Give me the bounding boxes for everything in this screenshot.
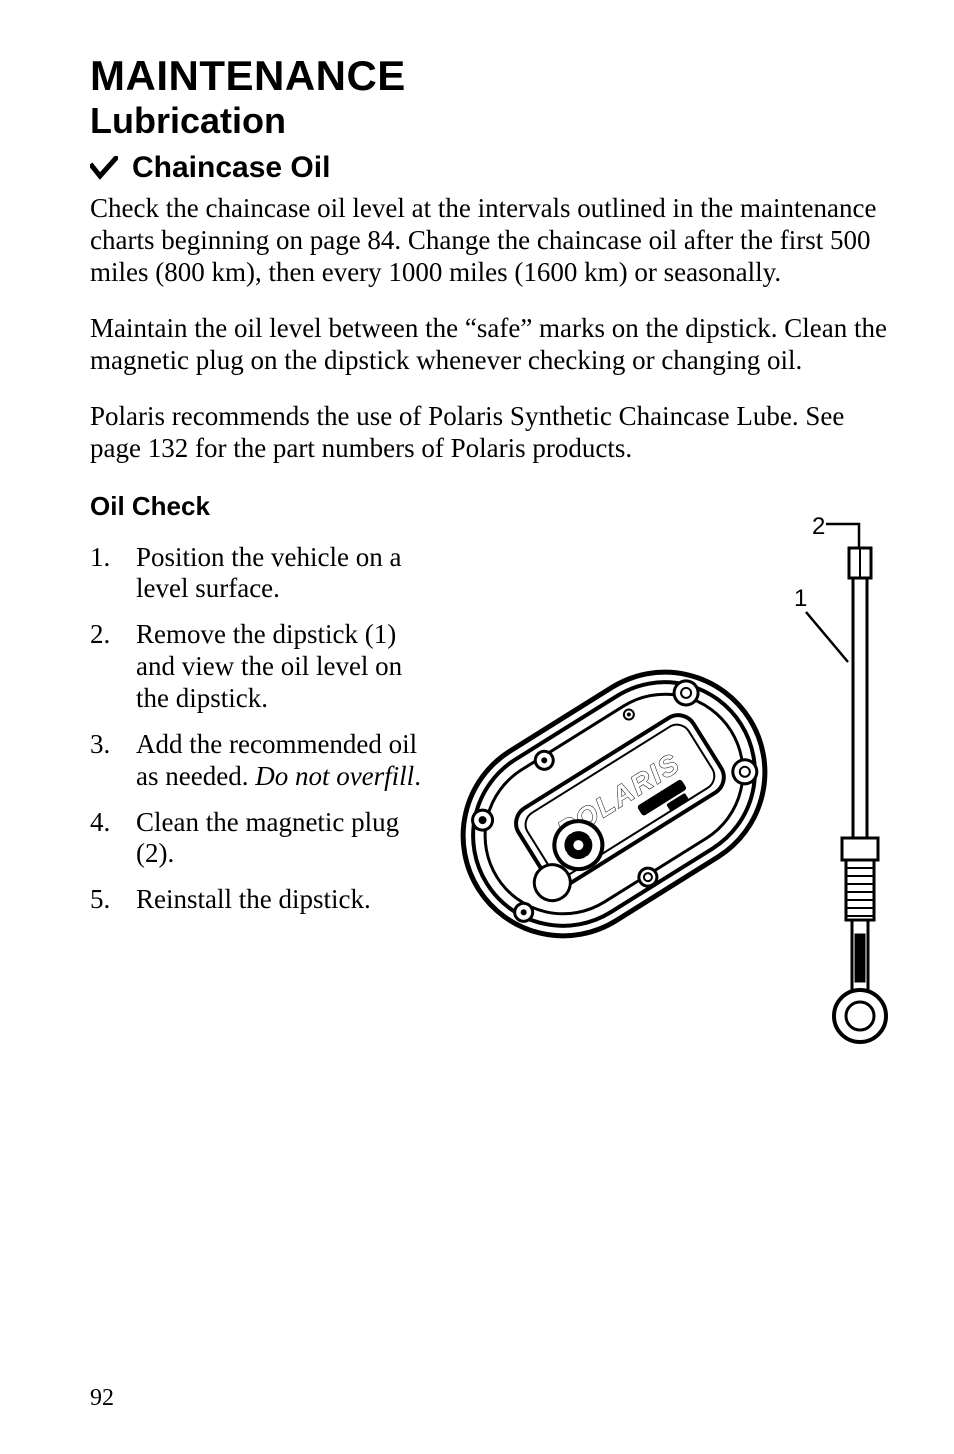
step-1: Position the vehicle on a level surface. bbox=[90, 542, 430, 606]
callout-2-label: 2 bbox=[812, 513, 825, 540]
heading-maintenance: MAINTENANCE bbox=[90, 54, 894, 98]
step-4: Clean the magnetic plug (2). bbox=[90, 807, 430, 871]
figure-column: 2 1 bbox=[458, 528, 894, 1048]
heading-chaincase-row: Chaincase Oil bbox=[90, 151, 894, 185]
heading-lubrication: Lubrication bbox=[90, 100, 894, 141]
paragraph-2: Maintain the oil level between the “safe… bbox=[90, 313, 894, 377]
callout-2-leader bbox=[826, 524, 859, 548]
paragraph-3: Polaris recommends the use of Polaris Sy… bbox=[90, 401, 894, 465]
chaincase-diagram: 2 1 bbox=[434, 504, 904, 1064]
step-3-emphasis: Do not overfill bbox=[255, 761, 414, 791]
callout-1-label: 1 bbox=[794, 585, 807, 612]
steps-column: Position the vehicle on a level surface.… bbox=[90, 528, 430, 1048]
chaincase-cover-icon: POLARIS bbox=[434, 634, 803, 973]
page-root: MAINTENANCE Lubrication Chaincase Oil Ch… bbox=[0, 0, 954, 1454]
content-columns: Position the vehicle on a level surface.… bbox=[90, 528, 894, 1048]
step-5: Reinstall the dipstick. bbox=[90, 884, 430, 916]
step-3-text-c: . bbox=[414, 761, 421, 791]
step-2: Remove the dipstick (1) and view the oil… bbox=[90, 619, 430, 715]
page-number: 92 bbox=[90, 1385, 114, 1412]
paragraph-1: Check the chaincase oil level at the int… bbox=[90, 193, 894, 289]
dipstick-icon bbox=[834, 548, 886, 1042]
steps-list: Position the vehicle on a level surface.… bbox=[90, 542, 430, 917]
checkmark-icon bbox=[90, 156, 118, 180]
callout-1-leader bbox=[806, 612, 848, 662]
heading-chaincase-oil: Chaincase Oil bbox=[132, 151, 330, 185]
step-3: Add the recommended oil as needed. Do no… bbox=[90, 729, 430, 793]
